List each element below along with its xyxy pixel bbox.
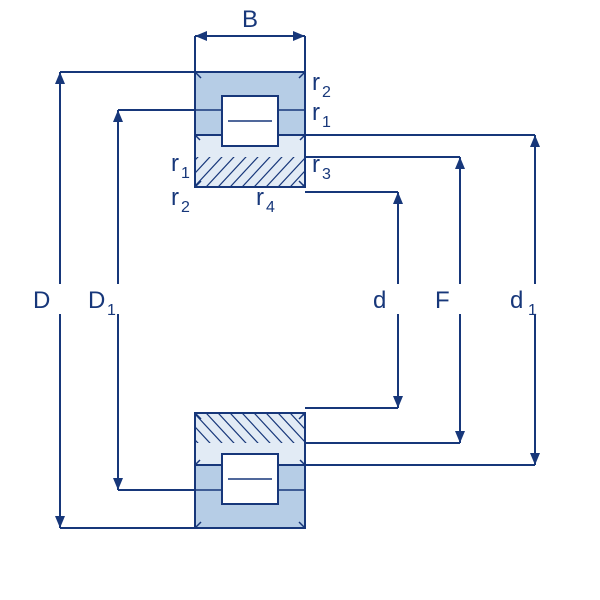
- svg-text:r: r: [256, 184, 264, 211]
- svg-text:B: B: [242, 6, 258, 33]
- svg-text:D: D: [33, 287, 50, 314]
- svg-text:d: d: [510, 287, 523, 314]
- bearing-diagram: DD1dFd1Br1r2r1r2r3r4: [0, 0, 600, 600]
- svg-text:2: 2: [181, 199, 190, 216]
- svg-text:r: r: [312, 99, 320, 126]
- svg-text:1: 1: [322, 114, 331, 131]
- svg-text:D: D: [88, 287, 105, 314]
- svg-text:3: 3: [322, 166, 331, 183]
- svg-text:r: r: [312, 151, 320, 178]
- svg-text:1: 1: [107, 302, 116, 319]
- svg-text:4: 4: [266, 199, 275, 216]
- svg-text:r: r: [171, 184, 179, 211]
- svg-text:F: F: [435, 287, 450, 314]
- svg-text:1: 1: [181, 165, 190, 182]
- svg-text:r: r: [171, 150, 179, 177]
- svg-text:r: r: [312, 69, 320, 96]
- svg-text:2: 2: [322, 84, 331, 101]
- svg-text:1: 1: [528, 302, 537, 319]
- svg-text:d: d: [373, 287, 386, 314]
